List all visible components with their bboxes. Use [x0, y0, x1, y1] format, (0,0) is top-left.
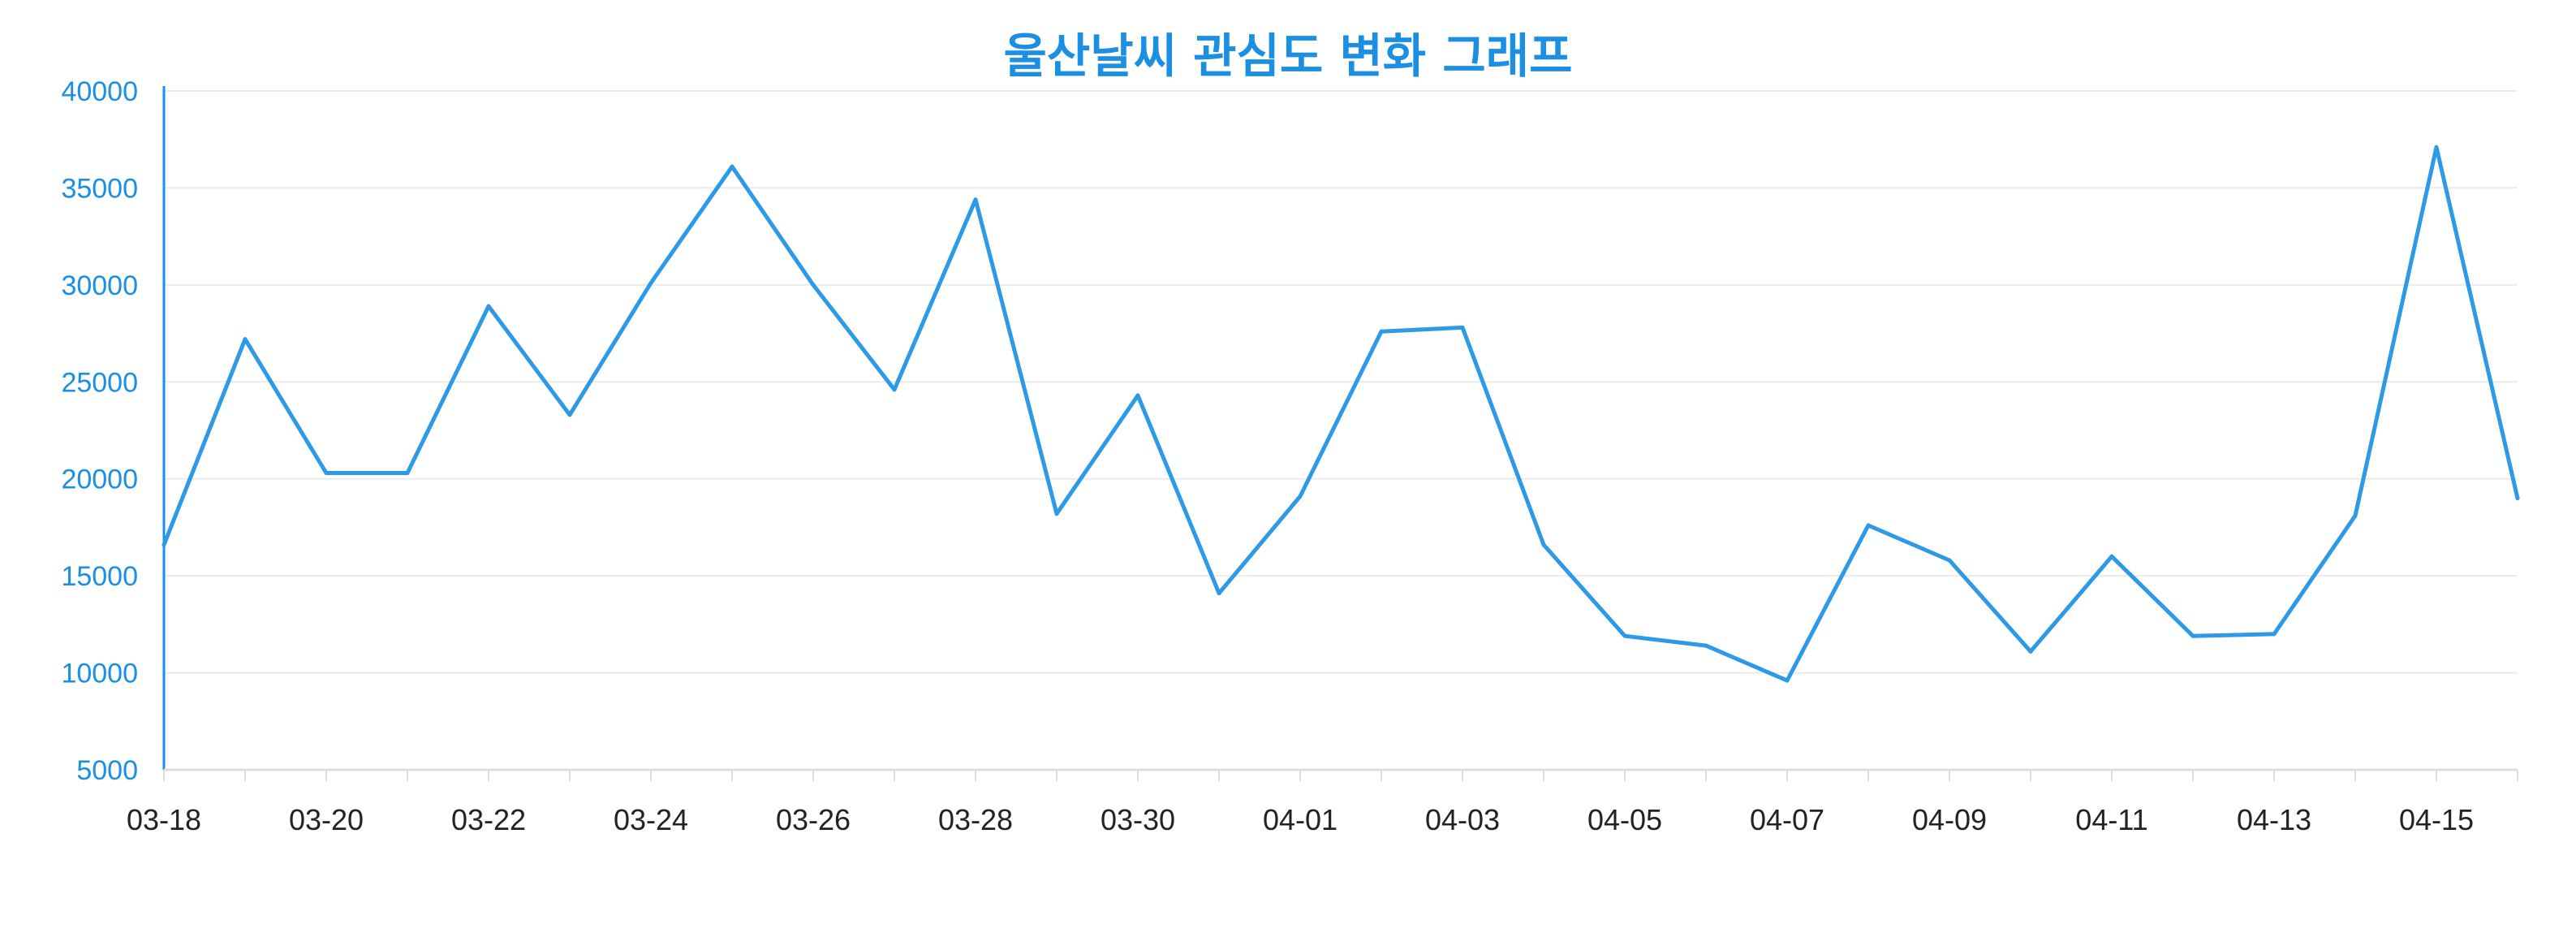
- y-tick-label: 15000: [61, 561, 138, 592]
- data-point: [1054, 512, 1059, 516]
- axes: [162, 86, 2518, 781]
- x-tick-labels: 03-18 03-20 03-22 03-24 03-26 03-28 03-30 04-01…: [127, 803, 2474, 836]
- data-point: [567, 413, 572, 417]
- x-tick-label: 03-22: [451, 803, 526, 836]
- y-tick-label: 10000: [61, 659, 138, 689]
- y-tick-label: 25000: [61, 367, 138, 398]
- data-point: [2434, 145, 2439, 149]
- data-point: [1541, 542, 1546, 547]
- data-point: [2353, 513, 2358, 518]
- data-point: [486, 304, 491, 309]
- x-tick-label: 03-18: [127, 803, 201, 836]
- y-tick-label: 20000: [61, 464, 138, 495]
- series-line: [162, 145, 2520, 683]
- x-tick-label: 04-09: [1912, 803, 1987, 836]
- x-tick-label: 04-11: [2075, 803, 2147, 836]
- x-tick-label: 03-28: [938, 803, 1013, 836]
- data-point: [1622, 633, 1627, 638]
- data-point: [1460, 325, 1465, 330]
- x-tick-label: 03-26: [776, 803, 851, 836]
- x-tick-label: 04-15: [2399, 803, 2474, 836]
- x-tick-label: 03-30: [1101, 803, 1175, 836]
- x-tick-label: 04-03: [1425, 803, 1500, 836]
- data-point: [2109, 554, 2114, 559]
- data-point: [1704, 643, 1708, 648]
- data-point: [1866, 523, 1871, 528]
- data-point: [2272, 632, 2277, 637]
- data-point: [1298, 494, 1303, 499]
- y-tick-labels: 5000 10000 15000 20000 25000 30000 35000 40000: [61, 76, 138, 786]
- data-point: [973, 197, 978, 202]
- data-point: [1379, 329, 1384, 334]
- x-tick-label: 04-07: [1750, 803, 1824, 836]
- series-layer: [162, 145, 2520, 683]
- data-point: [2515, 496, 2520, 501]
- data-point: [811, 283, 816, 287]
- data-point: [1135, 393, 1140, 398]
- x-tick-label: 03-20: [289, 803, 364, 836]
- x-tick-label: 04-13: [2237, 803, 2311, 836]
- data-point: [162, 542, 166, 547]
- y-tick-label: 40000: [61, 76, 138, 107]
- data-point: [324, 471, 329, 476]
- grid-lines: [164, 90, 2518, 674]
- data-point: [1947, 558, 1952, 563]
- data-point: [892, 387, 897, 392]
- data-point: [2190, 633, 2195, 638]
- data-point: [243, 337, 248, 342]
- data-point: [1785, 678, 1790, 683]
- y-tick-label: 5000: [76, 755, 138, 786]
- x-tick-label: 03-24: [614, 803, 688, 836]
- x-tick-label: 04-05: [1587, 803, 1662, 836]
- y-tick-label: 30000: [61, 270, 138, 301]
- data-point: [730, 164, 734, 169]
- data-point: [405, 471, 410, 476]
- y-tick-label: 35000: [61, 173, 138, 204]
- data-point: [648, 280, 653, 285]
- data-point: [2028, 649, 2033, 654]
- chart-title: 울산날씨 관심도 변화 그래프: [1003, 28, 1573, 84]
- x-tick-label: 04-01: [1263, 803, 1338, 836]
- data-point: [1217, 591, 1221, 596]
